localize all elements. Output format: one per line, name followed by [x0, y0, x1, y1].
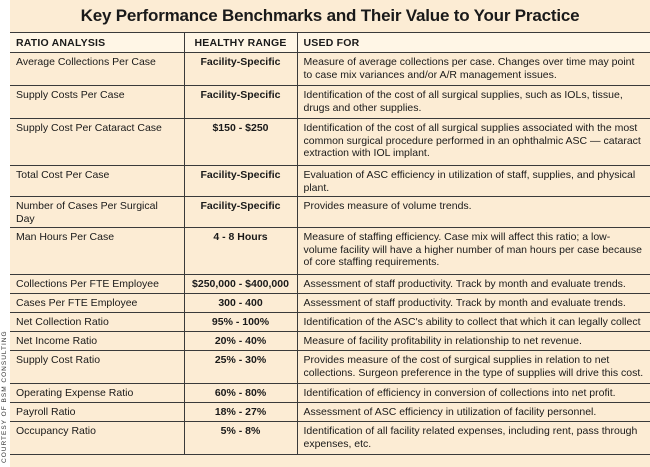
cell-used-for: Assessment of staff productivity. Track …	[296, 293, 650, 313]
cell-healthy-range: 95% - 100%	[183, 312, 297, 332]
cell-used-for: Measure of facility profitability in rel…	[296, 331, 650, 351]
cell-healthy-range: 25% - 30%	[183, 350, 297, 384]
cell-used-for: Identification of the cost of all surgic…	[296, 118, 650, 166]
table-row: Net Income Ratio 20% - 40% Measure of faci…	[10, 331, 650, 351]
cell-used-for: Assessment of staff productivity. Track …	[296, 274, 650, 294]
cell-used-for: Assessment of ASC efficiency in utilizat…	[296, 402, 650, 422]
header-row: RATIO ANALYSIS HEALTHY RANGE USED FOR	[10, 33, 650, 53]
cell-ratio-analysis: Total Cost Per Case	[10, 165, 184, 197]
cell-ratio-analysis: Payroll Ratio	[10, 402, 184, 422]
table-row: Average Collections Per Case Facility-Spe…	[10, 52, 650, 86]
cell-healthy-range: Facility-Specific	[183, 85, 297, 119]
cell-ratio-analysis: Operating Expense Ratio	[10, 383, 184, 403]
cell-healthy-range: 300 - 400	[183, 293, 297, 313]
cell-healthy-range: 60% - 80%	[183, 383, 297, 403]
cell-ratio-analysis: Net Income Ratio	[10, 331, 184, 351]
table-title: Key Performance Benchmarks and Their Val…	[10, 0, 650, 33]
header-used-for: USED FOR	[296, 33, 650, 53]
cell-ratio-analysis: Supply Costs Per Case	[10, 85, 184, 119]
cell-healthy-range: 5% - 8%	[183, 421, 297, 455]
table-row: Net Collection Ratio 95% - 100% Identifica…	[10, 312, 650, 332]
cell-used-for: Measure of staffing efficiency. Case mix…	[296, 227, 650, 275]
table-row: Number of Cases Per Surgical Day Facility…	[10, 196, 650, 228]
cell-ratio-analysis: Collections Per FTE Employee	[10, 274, 184, 294]
cell-healthy-range: $150 - $250	[183, 118, 297, 166]
table-row: Payroll Ratio 18% - 27% Assessment of ASC …	[10, 402, 650, 422]
cell-ratio-analysis: Cases Per FTE Employee	[10, 293, 184, 313]
cell-used-for: Identification of the cost of all surgic…	[296, 85, 650, 119]
table-row: Supply Costs Per Case Facility-Specific Id…	[10, 85, 650, 119]
cell-used-for: Provides measure of the cost of surgical…	[296, 350, 650, 384]
cell-healthy-range: 4 - 8 Hours	[183, 227, 297, 275]
table-row: Man Hours Per Case 4 - 8 Hours Measure of …	[10, 227, 650, 275]
cell-ratio-analysis: Occupancy Ratio	[10, 421, 184, 455]
credit-text: COURTESY OF BSM CONSULTING	[1, 330, 8, 463]
cell-used-for: Identification of all facility related e…	[296, 421, 650, 455]
benchmark-table-panel: Key Performance Benchmarks and Their Val…	[10, 0, 650, 467]
image-credit: COURTESY OF BSM CONSULTING	[0, 263, 9, 463]
cell-healthy-range: 18% - 27%	[183, 402, 297, 422]
cell-ratio-analysis: Number of Cases Per Surgical Day	[10, 196, 184, 228]
cell-healthy-range: $250,000 - $400,000	[183, 274, 297, 294]
cell-ratio-analysis: Supply Cost Ratio	[10, 350, 184, 384]
table-row: Occupancy Ratio 5% - 8% Identification of …	[10, 421, 650, 455]
cell-used-for: Measure of average collections per case.…	[296, 52, 650, 86]
header-ratio-analysis: RATIO ANALYSIS	[10, 33, 184, 53]
header-healthy-range: HEALTHY RANGE	[183, 33, 297, 53]
table-row: Operating Expense Ratio 60% - 80% Identifi…	[10, 383, 650, 403]
table-row: Total Cost Per Case Facility-Specific Eval…	[10, 165, 650, 197]
cell-used-for: Evaluation of ASC efficiency in utilizat…	[296, 165, 650, 197]
table-row: Collections Per FTE Employee $250,000 - $…	[10, 274, 650, 294]
table-row: Supply Cost Per Cataract Case $150 - $250…	[10, 118, 650, 166]
table-row: Supply Cost Ratio 25% - 30% Provides measu…	[10, 350, 650, 384]
cell-healthy-range: Facility-Specific	[183, 52, 297, 86]
benchmark-table: RATIO ANALYSIS HEALTHY RANGE USED FOR Av…	[10, 33, 650, 455]
cell-healthy-range: Facility-Specific	[183, 196, 297, 228]
table-row: Cases Per FTE Employee 300 - 400 Assessmen…	[10, 293, 650, 313]
cell-used-for: Provides measure of volume trends.	[296, 196, 650, 228]
cell-healthy-range: Facility-Specific	[183, 165, 297, 197]
cell-healthy-range: 20% - 40%	[183, 331, 297, 351]
cell-ratio-analysis: Net Collection Ratio	[10, 312, 184, 332]
cell-ratio-analysis: Supply Cost Per Cataract Case	[10, 118, 184, 166]
cell-used-for: Identification of efficiency in conversi…	[296, 383, 650, 403]
cell-ratio-analysis: Average Collections Per Case	[10, 52, 184, 86]
cell-ratio-analysis: Man Hours Per Case	[10, 227, 184, 275]
cell-used-for: Identification of the ASC's ability to c…	[296, 312, 650, 332]
